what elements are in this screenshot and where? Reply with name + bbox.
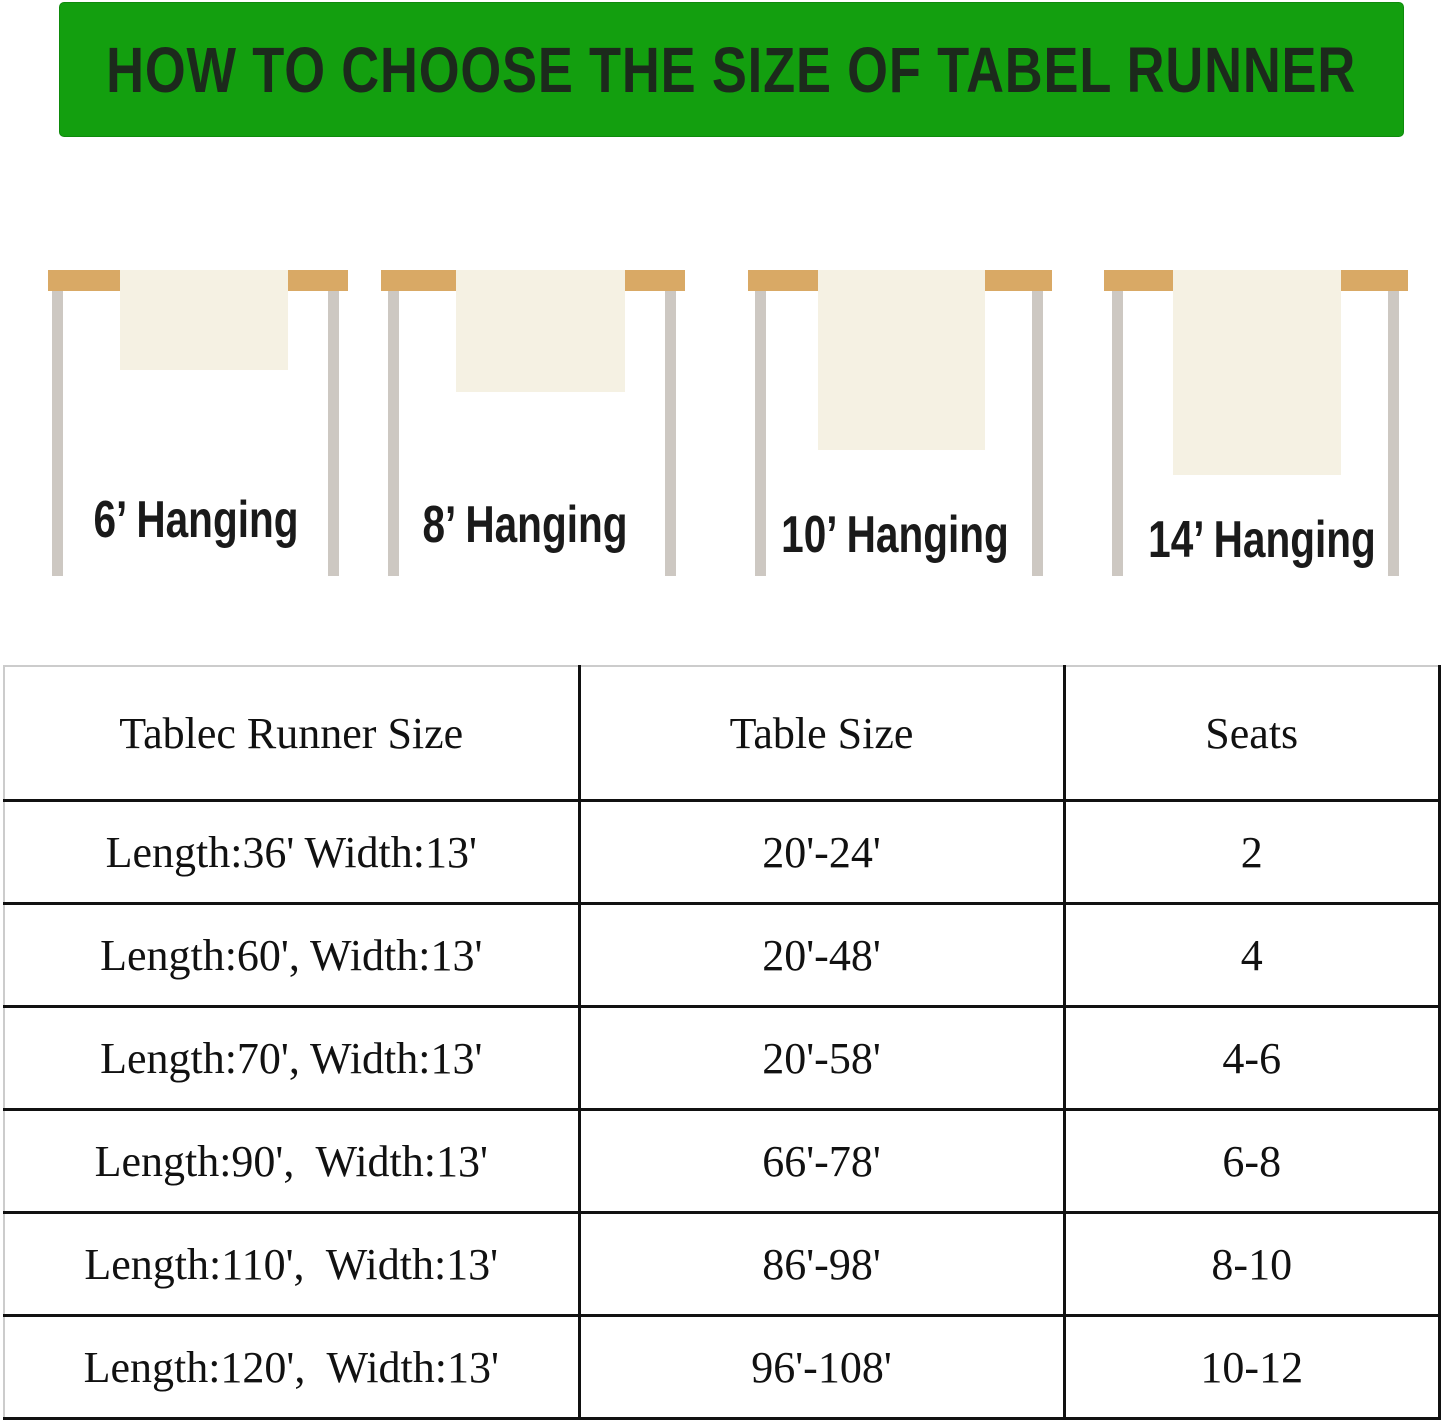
table-leg	[388, 291, 399, 576]
table-size-cell: 20'-24'	[577, 799, 1066, 905]
header-row: Tablec Runner Size Table Size Seats	[3, 665, 1441, 802]
table-size-cell: 20'-58'	[577, 1005, 1066, 1111]
seats-cell: 4	[1062, 902, 1441, 1008]
runner-size-cell: Length:110', Width:13'	[3, 1211, 581, 1317]
header-seats: Seats	[1062, 665, 1441, 802]
runner-size-cell: Length:60', Width:13'	[3, 902, 581, 1008]
table-row: Length:110', Width:13' 86'-98' 8-10	[3, 1211, 1441, 1317]
hanging-label: 6’ Hanging	[93, 491, 299, 549]
table-row: Length:70', Width:13' 20'-58' 4-6	[3, 1005, 1441, 1111]
table-row: Length:90', Width:13' 66'-78' 6-8	[3, 1108, 1441, 1214]
table-size-cell: 96'-108'	[577, 1314, 1066, 1420]
table-diagram-6: 6’ Hanging	[48, 270, 348, 576]
table-size-cell: 66'-78'	[577, 1108, 1066, 1214]
runner-drape	[120, 270, 288, 370]
header-runner-size: Tablec Runner Size	[3, 665, 581, 802]
table-row: Length:60', Width:13' 20'-48' 4	[3, 902, 1441, 1008]
table-leg	[1112, 291, 1123, 576]
seats-cell: 4-6	[1062, 1005, 1441, 1111]
runner-size-cell: Length:120', Width:13'	[3, 1314, 581, 1420]
runner-size-cell: Length:90', Width:13'	[3, 1108, 581, 1214]
table-leg	[755, 291, 766, 576]
table-leg	[328, 291, 339, 576]
seats-cell: 2	[1062, 799, 1441, 905]
size-table: Tablec Runner Size Table Size Seats Leng…	[3, 665, 1441, 1420]
table-row: Length:36' Width:13' 20'-24' 2	[3, 799, 1441, 905]
seats-cell: 6-8	[1062, 1108, 1441, 1214]
table-row: Length:120', Width:13' 96'-108' 10-12	[3, 1314, 1441, 1420]
runner-drape	[456, 270, 625, 392]
header-table-size: Table Size	[577, 665, 1066, 802]
table-diagram-14: 14’ Hanging	[1104, 270, 1408, 576]
table-leg	[665, 291, 676, 576]
table-size-cell: 20'-48'	[577, 902, 1066, 1008]
runner-size-cell: Length:70', Width:13'	[3, 1005, 581, 1111]
table-leg	[52, 291, 63, 576]
table-leg	[1032, 291, 1043, 576]
seats-cell: 8-10	[1062, 1211, 1441, 1317]
table-size-cell: 86'-98'	[577, 1211, 1066, 1317]
hanging-label: 14’ Hanging	[1148, 511, 1376, 569]
runner-drape	[818, 270, 985, 450]
table-diagram-10: 10’ Hanging	[748, 270, 1052, 576]
hanging-label: 10’ Hanging	[781, 506, 1009, 564]
seats-cell: 10-12	[1062, 1314, 1441, 1420]
hanging-label: 8’ Hanging	[422, 496, 628, 554]
table-diagram-8: 8’ Hanging	[381, 270, 685, 576]
runner-size-cell: Length:36' Width:13'	[3, 799, 581, 905]
page-title: HOW TO CHOOSE THE SIZE OF TABEL RUNNER	[106, 33, 1357, 106]
table-leg	[1388, 291, 1399, 576]
title-banner: HOW TO CHOOSE THE SIZE OF TABEL RUNNER	[60, 3, 1403, 136]
runner-drape	[1173, 270, 1341, 475]
